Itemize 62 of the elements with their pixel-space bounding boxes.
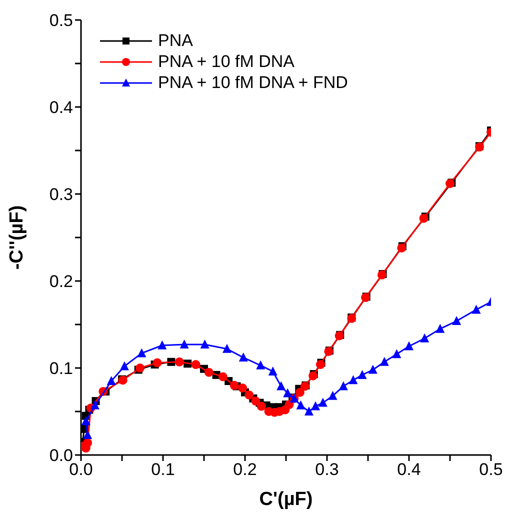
point: [296, 400, 306, 410]
y-tick-label: 0.2: [49, 272, 73, 292]
point: [200, 340, 210, 349]
x-tick-label: 0.2: [233, 460, 257, 480]
point: [420, 333, 430, 342]
y-tick-label: 0.4: [49, 98, 73, 118]
x-tick-label: 0.5: [479, 460, 503, 480]
y-axis-title: -C''(µF): [6, 205, 28, 270]
point: [436, 324, 445, 333]
point: [137, 348, 146, 358]
x-tick-label: 0.1: [151, 460, 175, 480]
point: [338, 381, 348, 390]
point: [174, 357, 184, 366]
point: [81, 416, 90, 426]
point: [368, 364, 378, 374]
point: [222, 344, 232, 353]
point: [318, 398, 328, 407]
point: [158, 340, 167, 350]
point: [283, 388, 292, 398]
y-tick-label: 0.1: [49, 359, 73, 378]
x-tick-label: 0.4: [397, 460, 421, 480]
point: [256, 402, 266, 411]
point: [348, 375, 358, 384]
point: [256, 360, 266, 370]
point: [316, 360, 325, 370]
point: [136, 364, 145, 372]
point: [244, 390, 254, 400]
x-tick-label: 0.3: [315, 460, 339, 480]
point: [83, 430, 92, 439]
legend-label: PNA + 10 fM DNA + FND: [158, 72, 348, 93]
point: [180, 340, 189, 349]
point: [191, 360, 200, 370]
legend-label: PNA: [158, 30, 193, 51]
point: [204, 368, 214, 377]
point: [404, 341, 414, 350]
x-tick-label: 0.0: [69, 460, 93, 480]
point: [218, 372, 228, 382]
x-axis-title: C'(µF): [259, 489, 313, 510]
point: [90, 400, 100, 410]
point: [120, 361, 129, 370]
point: [268, 366, 278, 376]
point: [251, 396, 260, 406]
y-tick-label: 0.3: [49, 185, 73, 204]
point: [276, 381, 286, 390]
point: [358, 370, 367, 379]
point: [328, 390, 338, 400]
point: [238, 384, 248, 393]
point: [83, 438, 92, 448]
point: [380, 356, 389, 366]
y-tick-label: 0.5: [49, 11, 73, 30]
point: [452, 316, 462, 326]
point: [230, 380, 239, 390]
point: [304, 406, 314, 416]
point: [392, 349, 402, 358]
legend-label: PNA + 10 fM DNA: [158, 51, 295, 72]
point: [311, 401, 320, 410]
point: [295, 388, 304, 397]
point: [284, 400, 294, 410]
point: [106, 376, 116, 386]
point: [238, 352, 248, 362]
point: [472, 304, 481, 314]
point: [152, 358, 162, 368]
